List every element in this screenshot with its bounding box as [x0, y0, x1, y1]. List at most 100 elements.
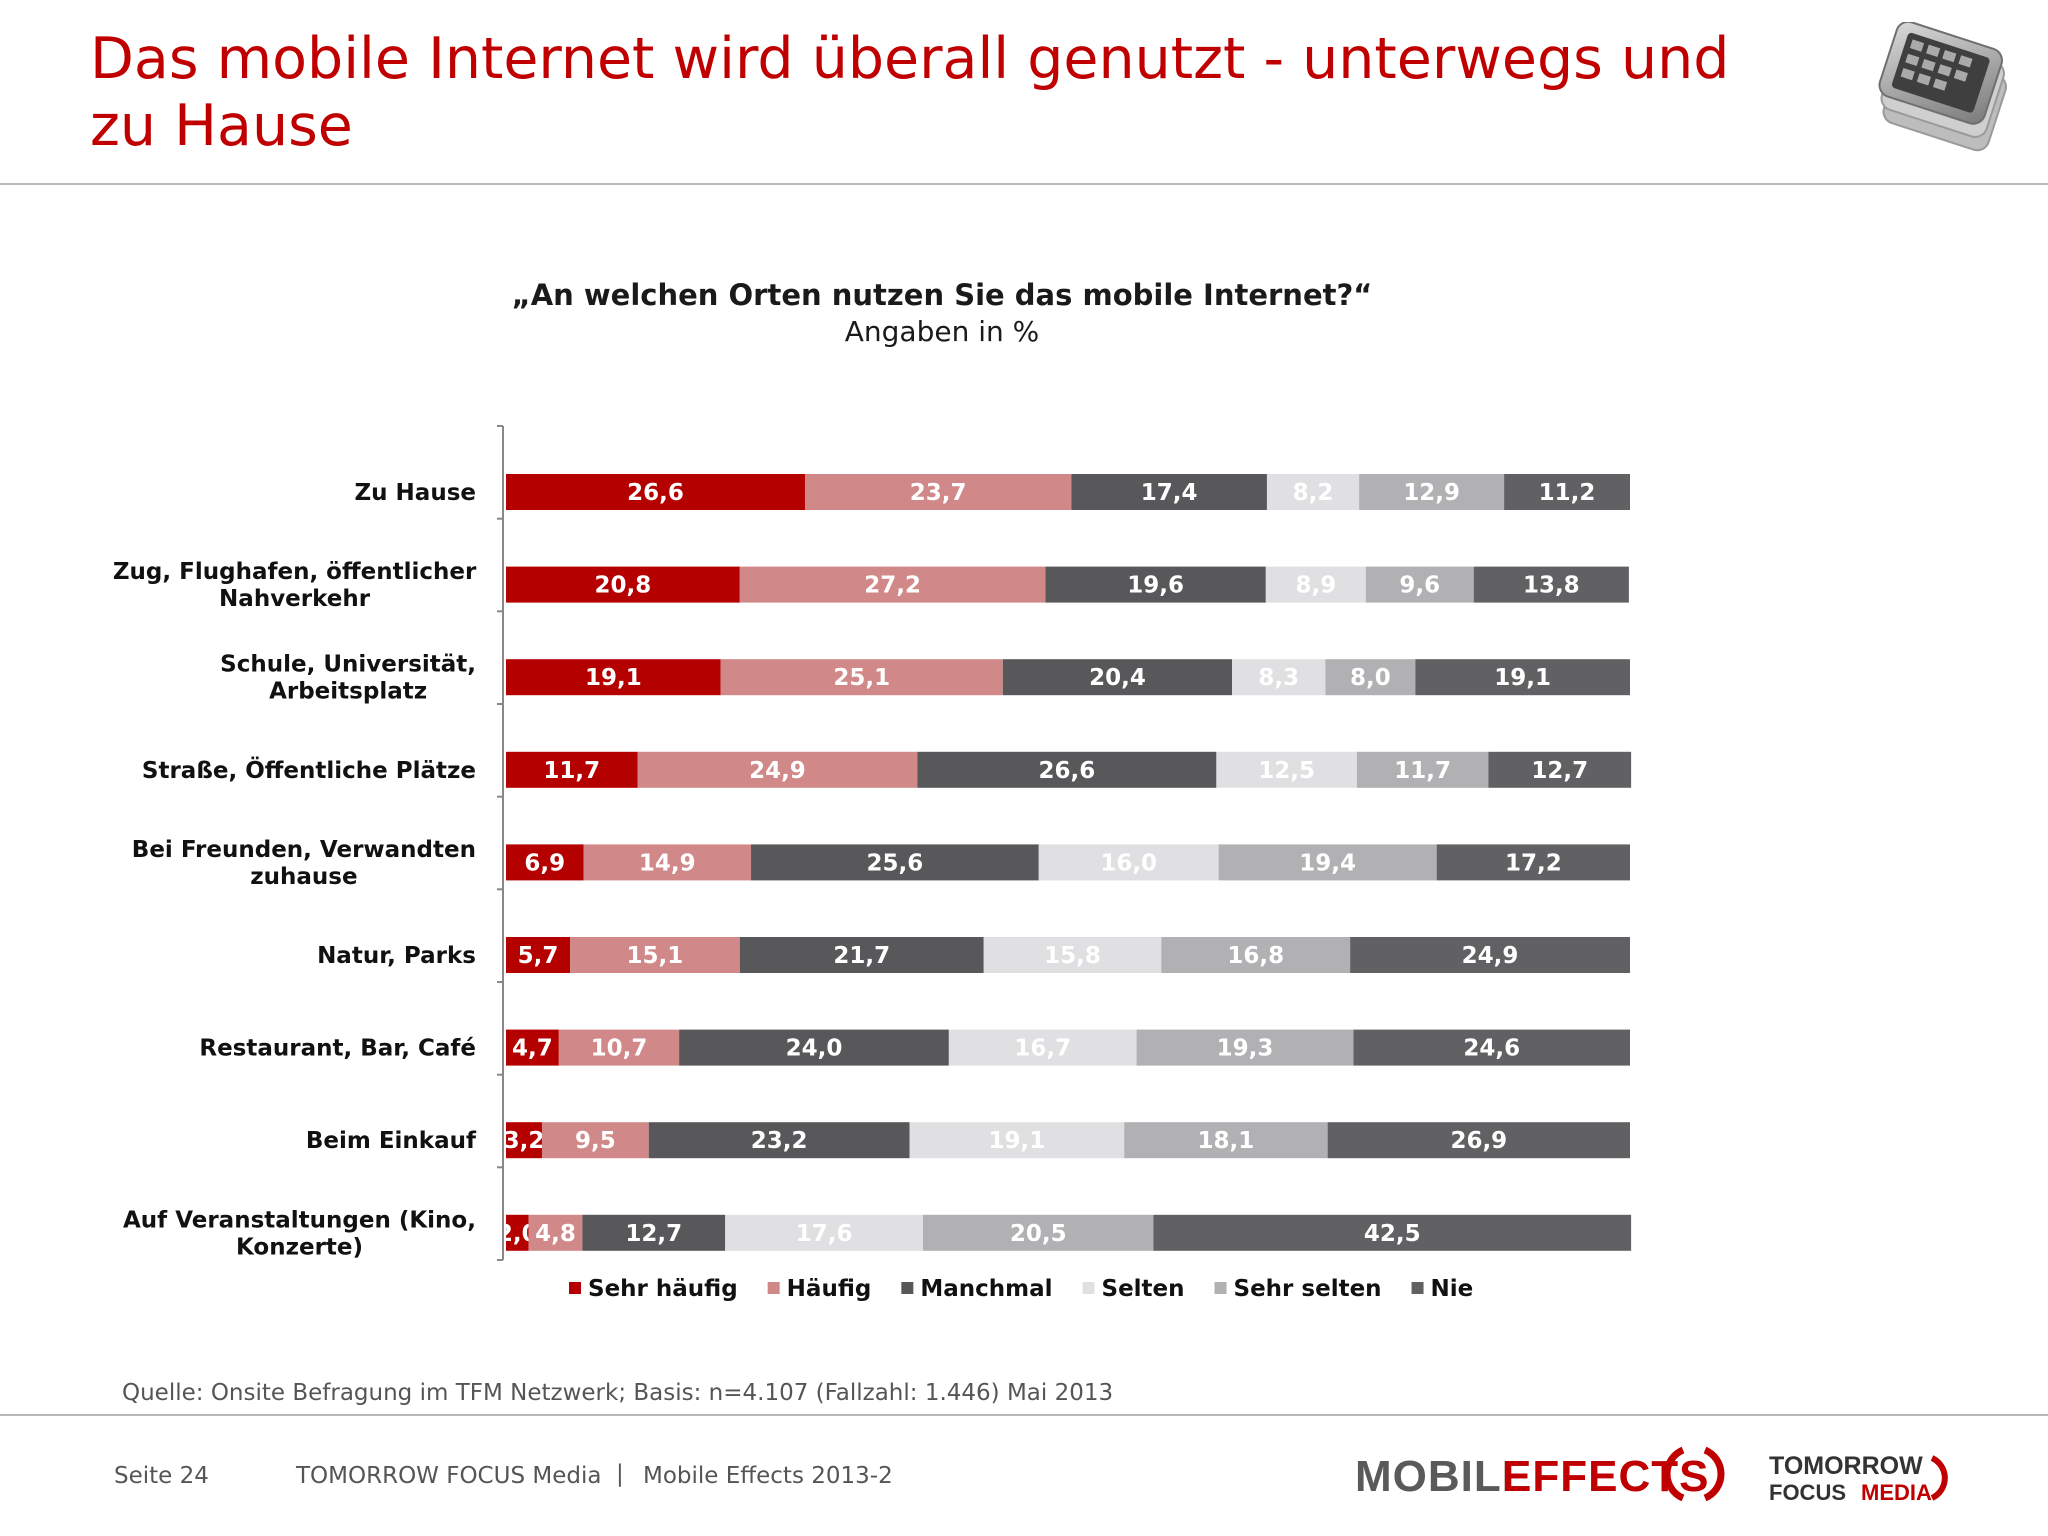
smartphone-stack-icon [1878, 22, 2007, 152]
data-label: 14,9 [639, 850, 696, 876]
data-label: 23,2 [751, 1128, 808, 1154]
data-label: 11,7 [1394, 758, 1451, 784]
bar-segment [1415, 659, 1630, 696]
data-label: 8,3 [1258, 665, 1299, 691]
data-label: 23,7 [910, 480, 967, 506]
data-label: 13,8 [1523, 573, 1580, 599]
bar-segment [506, 751, 638, 788]
bar-segment [506, 937, 571, 973]
bar-segment [506, 1122, 542, 1159]
legend-label: Nie [1431, 1276, 1474, 1302]
legend-swatch [569, 1282, 581, 1294]
bar-segment [1218, 844, 1437, 881]
bar-segment [948, 1029, 1137, 1066]
data-label: 9,5 [575, 1128, 616, 1154]
bar-segment [528, 1214, 583, 1251]
tfm-logo-focus: FOCUS [1769, 1480, 1846, 1505]
bar-segment [1038, 844, 1219, 881]
bar-segment [541, 1122, 649, 1159]
bar-segment [637, 751, 918, 788]
data-label: 20,5 [1010, 1221, 1067, 1247]
legend-label: Manchmal [920, 1276, 1052, 1302]
bar-segment [506, 1214, 529, 1251]
data-label: 12,5 [1258, 758, 1315, 784]
bar-segment [1488, 751, 1632, 788]
data-label: 15,8 [1044, 943, 1101, 969]
category-label: Zug, Flughafen, öffentlicher Nahverkehr [113, 559, 477, 612]
bar-segment [1266, 474, 1360, 510]
footer-divider [0, 1414, 2048, 1416]
legend-label: Sehr häufig [588, 1276, 738, 1302]
category-label: Bei Freunden, Verwandten zuhause [132, 837, 476, 890]
data-label: 12,9 [1403, 480, 1460, 506]
data-label: 25,1 [833, 665, 890, 691]
data-label: 11,2 [1539, 480, 1596, 506]
data-label: 26,6 [627, 480, 684, 506]
data-label: 20,4 [1089, 665, 1146, 691]
bar-segment [739, 937, 984, 973]
bar-segment [1161, 937, 1351, 973]
source-note: Quelle: Onsite Befragung im TFM Netzwerk… [122, 1380, 1114, 1406]
category-label: Beim Einkauf [306, 1128, 477, 1154]
bar-segment [1071, 474, 1267, 510]
bar-segment [506, 474, 805, 510]
data-label: 25,6 [867, 850, 924, 876]
data-label: 15,1 [627, 943, 684, 969]
data-label: 5,7 [518, 943, 559, 969]
chart-title: „An welchen Orten nutzen Sie das mobile … [512, 278, 1373, 312]
bar-segment [558, 1029, 680, 1066]
data-label: 16,7 [1014, 1036, 1071, 1062]
bar-segment [1359, 474, 1505, 510]
bar-segment [582, 1214, 726, 1251]
data-label: 19,1 [988, 1128, 1045, 1154]
data-label: 19,1 [585, 665, 642, 691]
data-label: 17,2 [1505, 850, 1562, 876]
data-label: 27,2 [864, 573, 921, 599]
chart-subtitle: Angaben in % [845, 315, 1040, 348]
data-label: 19,4 [1299, 850, 1356, 876]
bar-segment [923, 1214, 1154, 1251]
bar-segment [1436, 844, 1630, 881]
data-label: 16,0 [1100, 850, 1157, 876]
tfm-logo-media: MEDIA [1861, 1480, 1932, 1505]
bar-segment [751, 844, 1039, 881]
data-label: 20,8 [595, 573, 652, 599]
data-label: 8,2 [1293, 480, 1334, 506]
data-label: 16,8 [1227, 943, 1284, 969]
category-labels: Zu Hause Zug, Flughafen, öffentlicher Nahv… [113, 480, 477, 1260]
data-label: 10,7 [591, 1036, 648, 1062]
data-label: 11,7 [543, 758, 600, 784]
data-label: 19,3 [1217, 1036, 1274, 1062]
bar-segment [1350, 937, 1630, 973]
bar-segment [1045, 566, 1266, 603]
bar-segment [720, 659, 1003, 696]
bar-segment [804, 474, 1072, 510]
data-label: 24,9 [1462, 943, 1519, 969]
data-label: 42,5 [1364, 1221, 1421, 1247]
footer-report: Mobile Effects 2013-2 [643, 1463, 893, 1489]
bar-segment [648, 1122, 910, 1159]
bar-segment [725, 1214, 923, 1251]
tfm-logo-tomorrow: TOMORROW [1769, 1452, 1923, 1480]
category-label: Zu Hause [355, 480, 477, 506]
bar-segment [1153, 1214, 1632, 1251]
tfm-bracket-icon [1930, 1455, 1948, 1501]
data-label: 24,6 [1463, 1036, 1520, 1062]
data-label: 6,9 [524, 850, 565, 876]
data-label: 8,0 [1350, 665, 1391, 691]
slide-title: Das mobile Internet wird überall genutzt… [90, 26, 1730, 159]
bar-segment [506, 1029, 559, 1066]
category-label: Auf Veranstaltungen (Kino, Konzerte) [123, 1207, 476, 1260]
bar-segment [983, 937, 1162, 973]
mobile-effects-bracket-icon [1665, 1446, 1725, 1502]
legend-swatch [1411, 1282, 1424, 1294]
bar-segment [1473, 566, 1629, 603]
footer-separator: | [616, 1461, 624, 1487]
data-label: 9,6 [1399, 573, 1440, 599]
bar-segment [1365, 566, 1474, 603]
legend-label: Sehr selten [1234, 1276, 1382, 1302]
bar-segment [506, 566, 740, 603]
data-label: 19,6 [1127, 573, 1184, 599]
data-label: 21,7 [833, 943, 890, 969]
legend-label: Selten [1102, 1276, 1185, 1302]
